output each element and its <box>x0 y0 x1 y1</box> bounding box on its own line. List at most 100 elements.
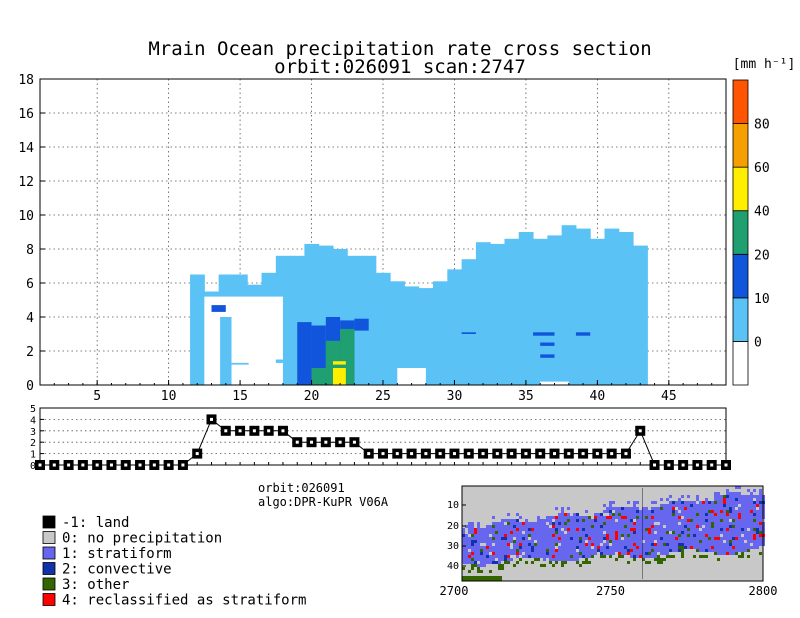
minimap-cell <box>738 504 741 507</box>
minimap-cell <box>657 516 660 519</box>
minimap-cell <box>678 534 681 537</box>
minimap-cell <box>474 534 477 537</box>
minimap-cell <box>588 543 591 546</box>
minimap-cell <box>651 522 654 525</box>
minimap-cell <box>462 543 465 546</box>
minimap-cell <box>480 555 483 558</box>
minimap-cell <box>735 486 738 489</box>
minimap-cell <box>726 510 729 513</box>
minimap-cell <box>594 519 597 522</box>
minimap-cell <box>624 549 627 552</box>
minimap-cell <box>759 495 762 498</box>
minimap-cell <box>654 516 657 519</box>
minimap-cell <box>546 528 549 531</box>
minimap-cell <box>624 525 627 528</box>
minimap-cell <box>615 549 618 552</box>
minimap-cell <box>684 528 687 531</box>
minimap-cell <box>756 507 759 510</box>
minimap-cell <box>672 534 675 537</box>
minimap-cell <box>627 546 630 549</box>
minimap-cell <box>756 498 759 501</box>
minimap-cell <box>684 510 687 513</box>
minimap-cell <box>699 540 702 543</box>
minimap-cell <box>558 552 561 555</box>
minimap-cell <box>540 564 543 567</box>
precip-column <box>433 281 448 385</box>
minimap-cell <box>693 555 696 558</box>
minimap-cell <box>708 519 711 522</box>
minimap-cell <box>615 525 618 528</box>
minimap-cell <box>531 552 534 555</box>
minimap-cell <box>711 513 714 516</box>
minimap-cell <box>672 522 675 525</box>
minimap-cell <box>495 534 498 537</box>
minimap-cell <box>711 528 714 531</box>
minimap-cell <box>504 528 507 531</box>
minimap-cell <box>528 552 531 555</box>
minimap-cell <box>486 552 489 555</box>
minimap-cell <box>645 525 648 528</box>
minimap-cell <box>750 534 753 537</box>
minimap-cell <box>681 552 684 555</box>
minimap-cell <box>696 504 699 507</box>
minimap-cell <box>693 540 696 543</box>
minimap-cell <box>747 507 750 510</box>
minimap-cell <box>612 552 615 555</box>
minimap-cell <box>645 543 648 546</box>
precip-column <box>375 272 391 385</box>
minimap-cell <box>546 531 549 534</box>
minimap-cell <box>690 513 693 516</box>
minimap-cell <box>717 531 720 534</box>
minimap-cell <box>708 540 711 543</box>
minimap-cell <box>597 543 600 546</box>
minimap-cell <box>633 525 636 528</box>
minimap-cell <box>756 510 759 513</box>
minimap-cell <box>735 540 738 543</box>
minimap-cell <box>687 528 690 531</box>
minimap-cell <box>663 516 666 519</box>
minimap-cell <box>504 555 507 558</box>
minimap-cell <box>615 534 618 537</box>
minimap-cell <box>597 516 600 519</box>
minimap-cell <box>585 555 588 558</box>
minimap-cell <box>675 531 678 534</box>
minimap-cell <box>618 516 621 519</box>
minimap-cell <box>498 525 501 528</box>
minimap-cell <box>744 516 747 519</box>
minimap-cell <box>747 513 750 516</box>
minimap-cell <box>666 513 669 516</box>
x-tick-label: 25 <box>375 389 391 404</box>
algo-label: algo:DPR-KuPR V06A <box>258 495 389 509</box>
minimap-cell <box>735 552 738 555</box>
minimap-cell <box>621 519 624 522</box>
minimap-cell <box>726 504 729 507</box>
minimap-cell <box>576 546 579 549</box>
minimap-cell <box>603 555 606 558</box>
minimap-cell <box>609 522 612 525</box>
minimap-cell <box>714 540 717 543</box>
minimap-cell <box>651 516 654 519</box>
minimap-cell <box>594 531 597 534</box>
minimap-cell <box>612 507 615 510</box>
minimap-cell <box>489 546 492 549</box>
minimap-cell <box>657 549 660 552</box>
minimap-cell <box>744 513 747 516</box>
minimap-cell <box>471 564 474 567</box>
minimap-cell <box>753 513 756 516</box>
minimap-cell <box>489 552 492 555</box>
minimap-cell <box>669 537 672 540</box>
minimap-cell <box>624 507 627 510</box>
minimap-cell <box>516 522 519 525</box>
minimap-cell <box>543 546 546 549</box>
minimap-cell <box>498 528 501 531</box>
minimap-cell <box>465 540 468 543</box>
minimap-cell <box>690 504 693 507</box>
minimap-cell <box>732 498 735 501</box>
minimap-cell <box>663 534 666 537</box>
minimap-cell <box>624 516 627 519</box>
minimap-cell <box>531 525 534 528</box>
minimap-cell <box>546 549 549 552</box>
precip-column <box>461 259 477 385</box>
minimap-cell <box>594 516 597 519</box>
minimap-cell <box>513 552 516 555</box>
